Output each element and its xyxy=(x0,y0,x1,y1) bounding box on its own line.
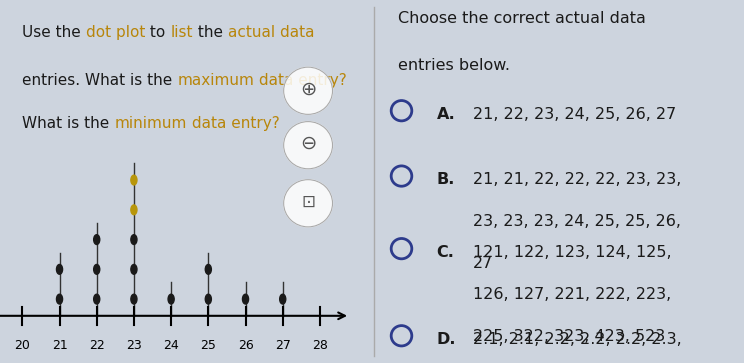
Circle shape xyxy=(283,67,333,114)
Circle shape xyxy=(283,180,333,227)
Text: data entry?: data entry? xyxy=(254,73,347,87)
Ellipse shape xyxy=(94,234,100,245)
Text: What is the: What is the xyxy=(86,73,178,87)
Text: 21: 21 xyxy=(51,339,68,352)
Ellipse shape xyxy=(94,294,100,304)
Text: What is the: What is the xyxy=(22,116,115,131)
Ellipse shape xyxy=(280,294,286,304)
Text: C.: C. xyxy=(437,245,455,260)
Text: 24: 24 xyxy=(163,339,179,352)
Text: ⊡: ⊡ xyxy=(301,192,315,211)
Text: 126, 127, 221, 222, 223,: 126, 127, 221, 222, 223, xyxy=(473,287,672,302)
Text: actual data: actual data xyxy=(228,25,314,40)
Text: 225, 322, 323, 423, 523: 225, 322, 323, 423, 523 xyxy=(473,329,666,343)
Ellipse shape xyxy=(57,294,62,304)
Text: entries below.: entries below. xyxy=(398,58,510,73)
Ellipse shape xyxy=(131,175,137,185)
Text: to: to xyxy=(145,25,170,40)
Text: entries.: entries. xyxy=(22,73,86,87)
Text: 20: 20 xyxy=(14,339,31,352)
Ellipse shape xyxy=(243,294,248,304)
Ellipse shape xyxy=(57,264,62,274)
Ellipse shape xyxy=(131,264,137,274)
Text: the: the xyxy=(193,25,228,40)
Text: list: list xyxy=(170,25,193,40)
Text: minimum: minimum xyxy=(115,116,187,131)
Text: ⊖: ⊖ xyxy=(300,134,316,153)
Text: D.: D. xyxy=(437,332,456,347)
Ellipse shape xyxy=(205,264,211,274)
Text: data entry?: data entry? xyxy=(187,116,280,131)
Ellipse shape xyxy=(131,234,137,245)
Text: 23: 23 xyxy=(126,339,142,352)
Text: B.: B. xyxy=(437,172,455,187)
Text: 21, 22, 23, 24, 25, 26, 27: 21, 22, 23, 24, 25, 26, 27 xyxy=(473,107,676,122)
Text: 22: 22 xyxy=(89,339,105,352)
Text: dot plot: dot plot xyxy=(86,25,145,40)
Text: 28: 28 xyxy=(312,339,328,352)
Text: A.: A. xyxy=(437,107,455,122)
Text: 23, 23, 23, 24, 25, 25, 26,: 23, 23, 23, 24, 25, 25, 26, xyxy=(473,214,682,229)
Text: Use the: Use the xyxy=(22,25,86,40)
Ellipse shape xyxy=(94,264,100,274)
Text: 2.1, 2.1, 2.2, 2.2, 2.2, 2.3,: 2.1, 2.1, 2.2, 2.2, 2.2, 2.3, xyxy=(473,332,682,347)
Text: 21, 21, 22, 22, 22, 23, 23,: 21, 21, 22, 22, 22, 23, 23, xyxy=(473,172,682,187)
Text: Choose the correct actual data: Choose the correct actual data xyxy=(398,11,646,26)
Circle shape xyxy=(283,122,333,169)
Text: 27: 27 xyxy=(275,339,291,352)
Ellipse shape xyxy=(205,294,211,304)
Text: 25: 25 xyxy=(200,339,217,352)
Text: 121, 122, 123, 124, 125,: 121, 122, 123, 124, 125, xyxy=(473,245,672,260)
Text: maximum: maximum xyxy=(178,73,254,87)
Text: ⊕: ⊕ xyxy=(300,79,316,98)
Text: 27: 27 xyxy=(473,256,493,271)
Ellipse shape xyxy=(131,294,137,304)
Ellipse shape xyxy=(168,294,174,304)
Ellipse shape xyxy=(131,205,137,215)
Text: 26: 26 xyxy=(237,339,254,352)
